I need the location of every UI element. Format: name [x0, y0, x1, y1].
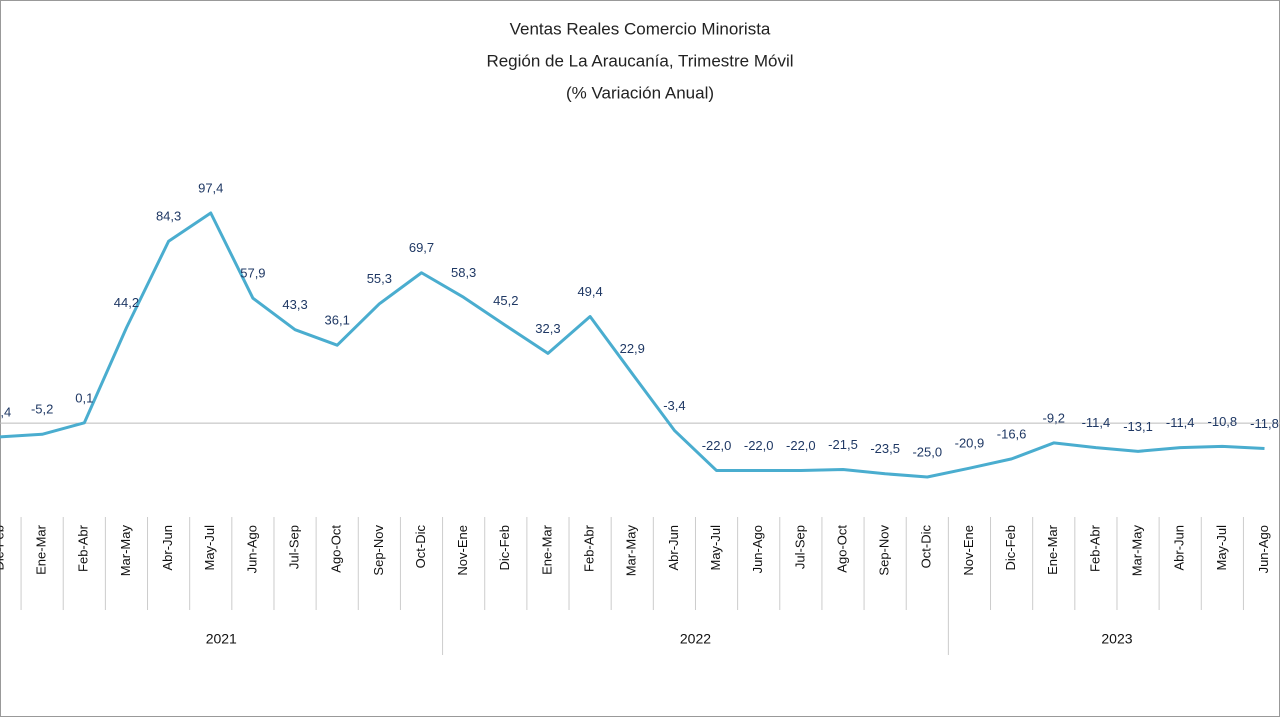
- data-label: -11,8: [1250, 416, 1279, 431]
- data-label: -20,9: [955, 436, 985, 451]
- x-tick-label: Feb-Abr: [76, 524, 91, 572]
- data-label: 43,3: [282, 297, 307, 312]
- chart-title: Región de La Araucanía, Trimestre Móvil: [486, 51, 793, 70]
- data-label: 69,7: [409, 240, 434, 255]
- data-label: 57,9: [240, 266, 265, 281]
- data-label: -6,4: [0, 404, 11, 419]
- data-label: 97,4: [198, 180, 223, 195]
- year-label: 2021: [206, 631, 237, 647]
- x-tick-label: Sep-Nov: [877, 525, 892, 576]
- x-tick-label: May-Jul: [1214, 525, 1229, 571]
- data-label: 49,4: [577, 284, 602, 299]
- x-tick-label: Nov-Ene: [961, 525, 976, 576]
- data-label: 0,1: [75, 390, 93, 405]
- x-tick-label: Feb-Abr: [1087, 524, 1102, 572]
- x-tick-label: Nov-Ene: [455, 525, 470, 576]
- year-label: 2022: [680, 631, 711, 647]
- x-tick-label: Feb-Abr: [582, 524, 597, 572]
- x-tick-label: Abr-Jun: [666, 525, 681, 571]
- x-tick-label: Dic-Feb: [0, 525, 6, 571]
- x-tick-label: Oct-Dic: [919, 525, 934, 569]
- data-label: 32,3: [535, 321, 560, 336]
- x-tick-label: Dic-Feb: [1003, 525, 1018, 571]
- data-label: -22,0: [702, 438, 732, 453]
- data-label: -23,5: [870, 441, 900, 456]
- x-tick-label: Mar-May: [118, 525, 133, 577]
- x-tick-label: Abr-Jun: [1172, 525, 1187, 571]
- year-label: 2023: [1101, 631, 1132, 647]
- data-label: 36,1: [325, 313, 350, 328]
- x-tick-label: Oct-Dic: [413, 525, 428, 569]
- data-label: 55,3: [367, 271, 392, 286]
- x-tick-label: Sep-Nov: [371, 525, 386, 576]
- line-series: [0, 211, 1265, 479]
- x-tick-label: Ene-Mar: [1045, 524, 1060, 575]
- data-label: -22,0: [744, 438, 774, 453]
- x-tick-label: Ene-Mar: [34, 524, 49, 575]
- x-tick-label: Jul-Sep: [286, 525, 301, 569]
- data-label: 58,3: [451, 265, 476, 280]
- data-label: 45,2: [493, 293, 518, 308]
- chart-title: (% Variación Anual): [566, 83, 714, 102]
- data-label: -21,5: [828, 437, 858, 452]
- x-tick-label: Dic-Feb: [497, 525, 512, 571]
- data-label: -5,2: [31, 402, 53, 417]
- data-label: 44,2: [114, 295, 139, 310]
- x-tick-label: Ene-Mar: [539, 524, 554, 575]
- x-tick-label: Mar-May: [1129, 525, 1144, 577]
- x-tick-label: May-Jul: [708, 525, 723, 571]
- data-label: -16,6: [997, 426, 1027, 441]
- data-label: -25,0: [912, 444, 942, 459]
- x-tick-label: Jun-Ago: [1256, 525, 1271, 573]
- x-tick-label: Ago-Oct: [329, 525, 344, 573]
- data-label: -11,4: [1082, 415, 1111, 430]
- data-label: -22,0: [786, 438, 816, 453]
- x-tick-label: Abr-Jun: [160, 525, 175, 571]
- data-label: -10,8: [1208, 414, 1238, 429]
- x-tick-label: Jul-Sep: [792, 525, 807, 569]
- x-tick-label: Jun-Ago: [750, 525, 765, 573]
- x-tick-label: Mar-May: [624, 525, 639, 577]
- data-label: -3,4: [663, 398, 685, 413]
- x-tick-label: May-Jul: [202, 525, 217, 571]
- data-label: 84,3: [156, 209, 181, 224]
- chart-title: Ventas Reales Comercio Minorista: [510, 19, 771, 38]
- data-label: -11,4: [1166, 415, 1195, 430]
- x-tick-label: Jun-Ago: [244, 525, 259, 573]
- data-label: 22,9: [620, 341, 645, 356]
- data-label: -13,1: [1123, 419, 1153, 434]
- x-tick-label: Ago-Oct: [834, 525, 849, 573]
- data-label: -9,2: [1043, 410, 1065, 425]
